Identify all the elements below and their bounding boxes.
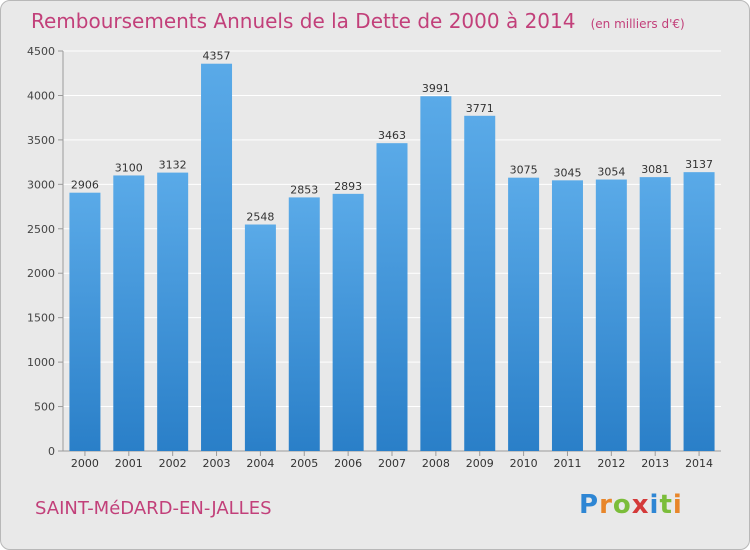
data-label-2000: 2906 [71, 179, 99, 192]
data-label-2010: 3075 [510, 164, 538, 177]
y-tick-label: 4500 [27, 45, 55, 58]
x-tick-label-2005: 2005 [290, 457, 318, 470]
x-tick-label-2008: 2008 [422, 457, 450, 470]
y-tick-label: 4000 [27, 89, 55, 102]
data-label-2013: 3081 [641, 163, 669, 176]
data-label-2008: 3991 [422, 82, 450, 95]
x-tick-label-2000: 2000 [71, 457, 99, 470]
logo-letter: t [659, 490, 673, 520]
y-tick-label: 500 [34, 401, 55, 414]
bar-2012 [595, 179, 627, 452]
x-tick-label-2004: 2004 [246, 457, 274, 470]
x-tick-label-2001: 2001 [115, 457, 143, 470]
bar-2000 [69, 192, 101, 451]
data-label-2006: 2893 [334, 180, 362, 193]
chart-title-main: Remboursements Annuels de la Dette de 20… [31, 9, 576, 33]
x-tick-label-2007: 2007 [378, 457, 406, 470]
y-tick-label: 0 [48, 445, 55, 458]
logo-letter: i [649, 490, 660, 520]
y-tick-label: 3000 [27, 178, 55, 191]
data-label-2005: 2853 [290, 183, 318, 196]
data-label-2002: 3132 [159, 159, 187, 172]
chart-title: Remboursements Annuels de la Dette de 20… [31, 9, 685, 33]
y-tick-label: 1000 [27, 356, 55, 369]
y-tick-label: 1500 [27, 312, 55, 325]
bar-2008 [420, 96, 452, 451]
x-tick-label-2009: 2009 [466, 457, 494, 470]
x-tick-label-2010: 2010 [510, 457, 538, 470]
y-tick-label: 2500 [27, 223, 55, 236]
proxiti-logo: Proxiti [579, 490, 683, 520]
bar-2005 [288, 197, 320, 451]
logo-letter: x [631, 490, 650, 520]
bar-2004 [244, 224, 276, 451]
logo-letter: i [672, 490, 683, 520]
bar-2007 [376, 143, 408, 451]
bar-2001 [113, 175, 145, 451]
chart-unit-note: (en milliers d'€) [590, 17, 685, 31]
x-tick-label-2012: 2012 [597, 457, 625, 470]
data-label-2007: 3463 [378, 129, 406, 142]
x-tick-label-2006: 2006 [334, 457, 362, 470]
city-name: SAINT-MéDARD-EN-JALLES [35, 498, 272, 519]
bar-2010 [508, 177, 540, 451]
data-label-2003: 4357 [203, 50, 231, 63]
bar-2013 [639, 177, 671, 451]
x-tick-label-2011: 2011 [553, 457, 581, 470]
bar-2003 [201, 63, 233, 451]
data-label-2012: 3054 [597, 166, 625, 179]
bar-2002 [157, 172, 189, 451]
bar-2009 [464, 115, 496, 452]
x-tick-label-2003: 2003 [203, 457, 231, 470]
bar-2011 [551, 180, 583, 452]
logo-letter: o [612, 490, 632, 520]
y-tick-label: 2000 [27, 267, 55, 280]
data-label-2009: 3771 [466, 102, 494, 115]
data-label-2004: 2548 [246, 211, 274, 224]
data-label-2014: 3137 [685, 158, 713, 171]
data-label-2001: 3100 [115, 161, 143, 174]
logo-letter: r [599, 490, 613, 520]
y-tick-label: 3500 [27, 134, 55, 147]
data-label-2011: 3045 [553, 166, 581, 179]
x-tick-label-2002: 2002 [159, 457, 187, 470]
bar-2006 [332, 193, 364, 451]
x-tick-label-2013: 2013 [641, 457, 669, 470]
bar-2014 [683, 172, 715, 451]
logo-letter: P [579, 490, 600, 520]
x-tick-label-2014: 2014 [685, 457, 713, 470]
